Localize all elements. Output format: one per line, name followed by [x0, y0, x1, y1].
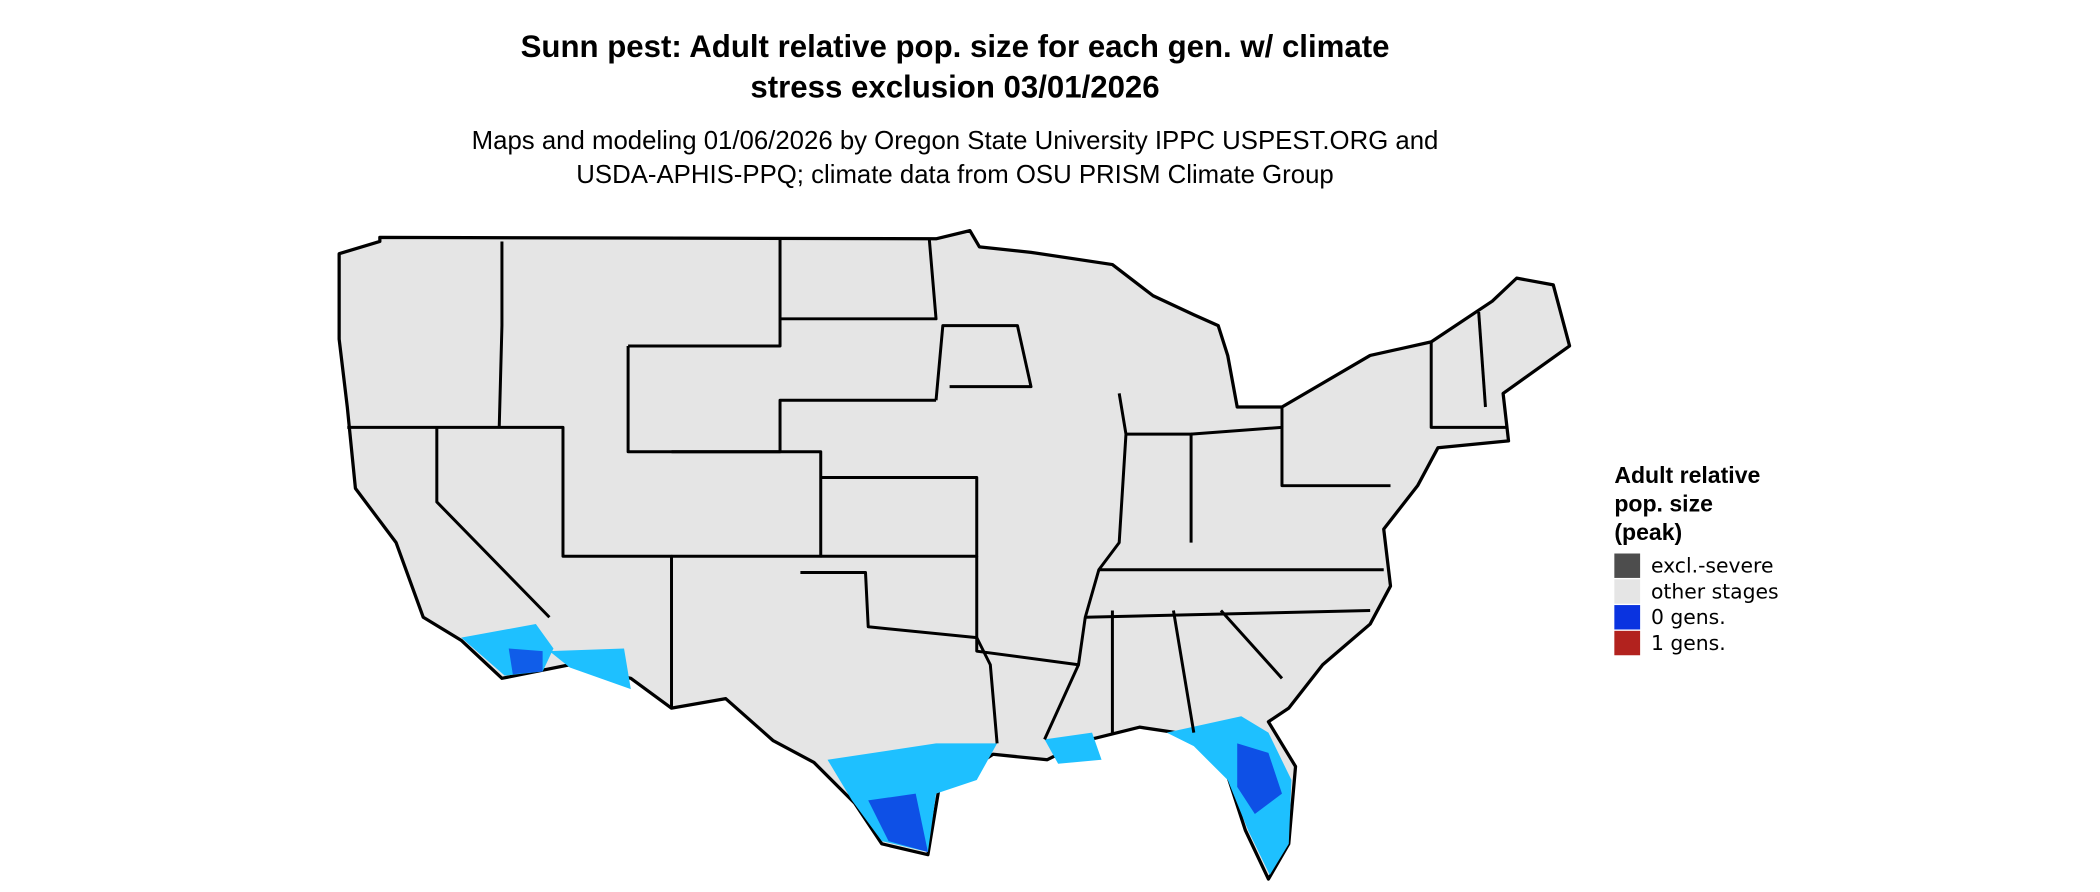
- legend-swatch: [1614, 579, 1641, 604]
- legend-title: pop. size: [1614, 490, 1713, 516]
- legend-swatch: [1614, 605, 1641, 630]
- state-borders: [347, 237, 1506, 744]
- legend-swatch: [1614, 553, 1641, 578]
- legend-label: 1 gens.: [1651, 631, 1726, 655]
- legend-label: excl.-severe: [1651, 554, 1774, 578]
- legend-label: other stages: [1651, 579, 1779, 603]
- title-line: Sunn pest: Adult relative pop. size for …: [521, 29, 1390, 64]
- subtitle-line: Maps and modeling 01/06/2026 by Oregon S…: [472, 127, 1439, 155]
- legend-swatch: [1614, 630, 1641, 656]
- legend-title: (peak): [1614, 519, 1682, 545]
- map: [337, 229, 1572, 881]
- title-line: stress exclusion 03/01/2026: [750, 70, 1159, 105]
- legend-title: Adult relative: [1614, 462, 1760, 488]
- legend-label: 0 gens.: [1651, 605, 1726, 629]
- subtitle-line: USDA-APHIS-PPQ; climate data from OSU PR…: [576, 161, 1333, 189]
- pest-zones: [461, 624, 1292, 876]
